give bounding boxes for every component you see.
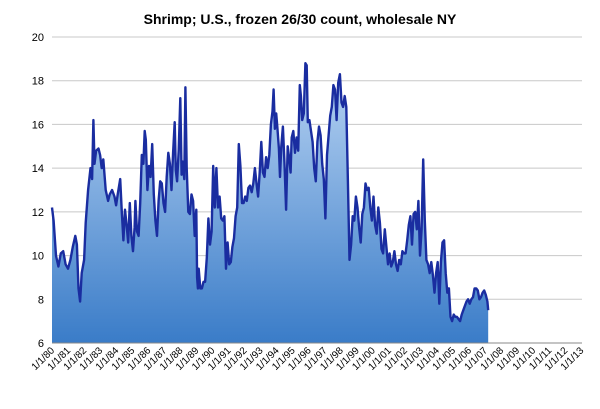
y-tick-label: 10 xyxy=(32,251,44,263)
plot-area xyxy=(50,62,490,343)
y-tick-label: 16 xyxy=(32,119,44,131)
series-line xyxy=(50,62,490,323)
y-tick-label: 14 xyxy=(32,163,44,175)
y-tick-label: 12 xyxy=(32,207,44,219)
watermark: mongabay.com xyxy=(60,41,171,56)
y-tick-label: 20 xyxy=(32,32,44,44)
y-axis: 6 8 10 12 14 16 18 20 xyxy=(32,32,44,350)
series-area xyxy=(52,63,489,343)
y-tick-label: 6 xyxy=(38,338,44,350)
y-tick-label: 8 xyxy=(38,294,44,306)
y-tick-label: 18 xyxy=(32,76,44,88)
chart-title: Shrimp; U.S., frozen 26/30 count, wholes… xyxy=(144,11,457,27)
x-axis: 1/1/801/1/811/1/821/1/831/1/841/1/851/1/… xyxy=(30,342,587,373)
